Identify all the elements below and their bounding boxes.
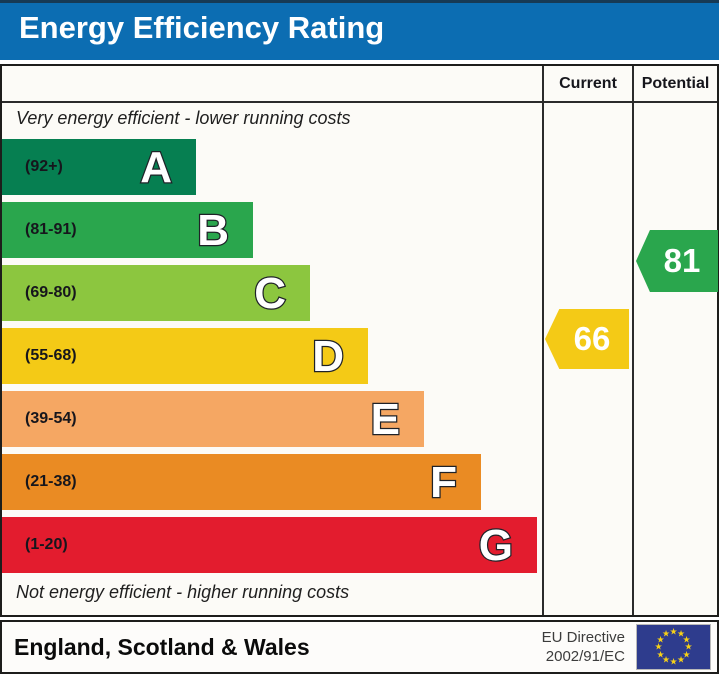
eu-flag-star: ★: [669, 656, 678, 667]
current-column-header: Current: [559, 75, 617, 92]
table-header-row: Current Potential: [2, 66, 717, 103]
current-rating-value: 66: [573, 320, 611, 357]
band-row-D: (55-68) D: [2, 328, 542, 384]
band-letter-F: F: [429, 457, 458, 509]
potential-column-header: Potential: [641, 75, 710, 92]
eu-flag-icon: ★ ★ ★ ★ ★ ★ ★ ★ ★ ★ ★ ★: [636, 624, 711, 670]
band-range-label-D: (55-68): [25, 347, 77, 364]
band-range-label-A: (92+): [25, 158, 63, 175]
band-bar-A: (92+) A: [2, 139, 196, 195]
band-row-C: (69-80) C: [2, 265, 542, 321]
potential-rating-marker: 81: [636, 230, 718, 292]
eu-flag-star: ★: [684, 641, 693, 652]
band-bar-B: (81-91) B: [2, 202, 253, 258]
band-letter-B: B: [196, 205, 230, 257]
current-column: 66: [542, 66, 632, 615]
rating-bands: (92+) A (81-91) B (69-80) C (55-68) D (39-54) E (2…: [2, 139, 542, 580]
band-letter-A: A: [139, 142, 173, 194]
eu-flag-star: ★: [656, 649, 665, 659]
title-bar: Energy Efficiency Rating: [0, 0, 719, 60]
band-bar-E: (39-54) E: [2, 391, 424, 447]
eu-directive-line1: EU Directive: [541, 629, 625, 646]
band-letter-C: C: [253, 268, 287, 320]
eu-flag-star: ★: [682, 649, 691, 659]
eu-flag-star: ★: [682, 634, 691, 644]
band-letter-G: G: [478, 520, 515, 572]
band-range-label-F: (21-38): [25, 473, 77, 490]
band-range-label-B: (81-91): [25, 221, 77, 238]
rating-table: Very energy efficient - lower running co…: [0, 64, 719, 617]
eu-flag-star: ★: [661, 628, 671, 639]
eu-flag-star: ★: [654, 641, 663, 652]
top-note: Very energy efficient - lower running co…: [16, 108, 351, 128]
band-row-E: (39-54) E: [2, 391, 542, 447]
band-range-label-C: (69-80): [25, 284, 77, 301]
band-row-F: (21-38) F: [2, 454, 542, 510]
footer-bar: England, Scotland & Wales EU Directive 2…: [0, 620, 719, 674]
band-range-label-G: (1-20): [25, 536, 68, 553]
region-label: England, Scotland & Wales: [14, 634, 310, 660]
eu-flag-star: ★: [661, 654, 671, 665]
band-bar-D: (55-68) D: [2, 328, 368, 384]
band-letter-D: D: [311, 331, 345, 383]
eu-flag-star: ★: [676, 654, 686, 665]
band-row-G: (1-20) G: [2, 517, 542, 573]
band-bar-C: (69-80) C: [2, 265, 310, 321]
eu-flag-star: ★: [669, 626, 678, 637]
eu-directive-line2: 2002/91/EC: [545, 648, 625, 665]
band-bar-F: (21-38) F: [2, 454, 481, 510]
eu-flag-star: ★: [676, 628, 686, 639]
bottom-note: Not energy efficient - higher running co…: [16, 582, 350, 602]
page-title: Energy Efficiency Rating: [19, 10, 385, 45]
current-rating-marker: 66: [545, 309, 629, 369]
potential-column: 81: [632, 66, 718, 615]
band-row-B: (81-91) B: [2, 202, 542, 258]
band-bar-G: (1-20) G: [2, 517, 537, 573]
band-letter-E: E: [369, 394, 401, 446]
band-range-label-E: (39-54): [25, 410, 77, 427]
band-chart-column: Very energy efficient - lower running co…: [2, 66, 542, 615]
band-row-A: (92+) A: [2, 139, 542, 195]
eu-directive-label: EU Directive 2002/91/EC: [542, 628, 625, 666]
eu-flag-star: ★: [656, 634, 665, 644]
potential-rating-value: 81: [663, 242, 701, 279]
